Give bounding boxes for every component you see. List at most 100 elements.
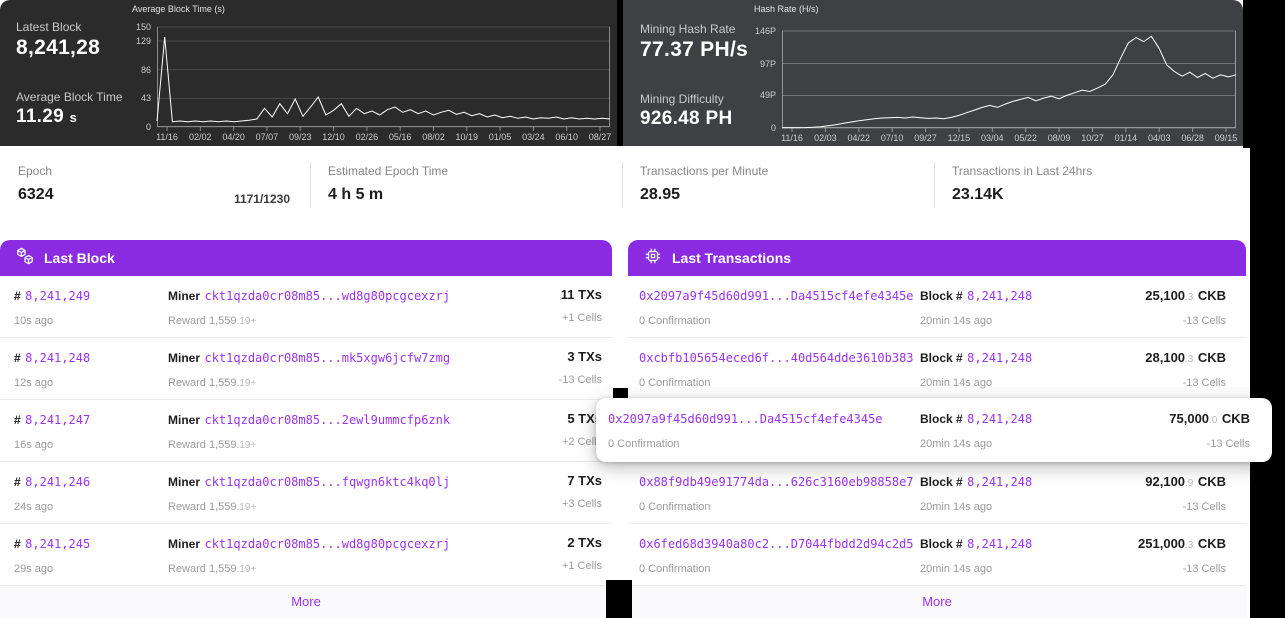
stat-epoch: Epoch 6324 1171/1230 bbox=[0, 148, 310, 222]
chart-plot-area[interactable] bbox=[782, 30, 1237, 132]
reward-decimal: .19+ bbox=[236, 564, 257, 575]
last-block-list: # 8,241,249 10s ago Miner ckt1qzda0cr08m… bbox=[0, 276, 612, 586]
stat-value: 6324 bbox=[18, 186, 54, 203]
block-number-link[interactable]: 8,241,248 bbox=[25, 351, 91, 365]
avg-block-time-chart[interactable]: Average Block Time (s) 150 129 86 43 0 11/16 0… bbox=[130, 4, 617, 146]
difficulty-label: Mining Difficulty bbox=[640, 92, 724, 106]
transaction-age: 20min 14s ago bbox=[920, 563, 993, 575]
block-row: # 8,241,246 24s ago Miner ckt1qzda0cr08m… bbox=[0, 462, 612, 524]
reward-label: Reward bbox=[168, 563, 206, 575]
amount-unit: CKB bbox=[1197, 350, 1226, 365]
block-number-link[interactable]: 8,241,247 bbox=[25, 413, 91, 427]
block-number-link[interactable]: 8,241,245 bbox=[25, 537, 91, 551]
stat-label: Epoch bbox=[18, 164, 53, 178]
transaction-hash-link[interactable]: 0x6fed68d3940a80c2...D7044fbdd2d94c2d5 bbox=[639, 537, 914, 551]
miner-label: Miner bbox=[168, 351, 201, 365]
transaction-age: 20min 14s ago bbox=[920, 501, 993, 513]
block-row: # 8,241,247 16s ago Miner ckt1qzda0cr08m… bbox=[0, 400, 612, 462]
panel-title: Last Block bbox=[44, 250, 115, 266]
new-transaction-card[interactable]: 0x2097a9f45d60d991...Da4515cf4efe4345e 0… bbox=[596, 398, 1272, 462]
latest-block-label: Latest Block bbox=[16, 20, 82, 34]
x-axis-tick: 04/03 bbox=[1147, 133, 1171, 143]
x-axis-tick: 07/10 bbox=[880, 133, 904, 143]
miner-address-link[interactable]: ckt1qzda0cr08m85...2ewl9ummcfp6znk bbox=[204, 413, 451, 427]
miner-address-link[interactable]: ckt1qzda0cr08m85...wd8g80pcgcexzrj bbox=[204, 537, 451, 551]
divider bbox=[310, 162, 311, 208]
x-axis-tick: 06/10 bbox=[555, 132, 578, 142]
y-axis-tick: 129 bbox=[135, 36, 151, 46]
miner-address-link[interactable]: ckt1qzda0cr08m85...fqwgn6ktc4kq0lj bbox=[204, 475, 451, 489]
reward-value: 1,559 bbox=[208, 315, 237, 327]
transaction-hash-link[interactable]: 0x88f9db49e91774da...626c3160eb98858e7 bbox=[639, 475, 914, 489]
transaction-age: 20min 14s ago bbox=[920, 315, 993, 327]
block-row: # 8,241,245 29s ago Miner ckt1qzda0cr08m… bbox=[0, 524, 612, 586]
stat-tx-per-minute: Transactions per Minute 28.95 bbox=[622, 148, 934, 222]
block-label: Block # bbox=[920, 351, 963, 365]
transaction-age: 20min 14s ago bbox=[920, 377, 993, 389]
x-axis-tick: 01/14 bbox=[1114, 133, 1138, 143]
reward-value: 1,559 bbox=[208, 377, 237, 389]
miner-label: Miner bbox=[168, 289, 201, 303]
amount-decimal: .3 bbox=[1185, 292, 1194, 303]
transaction-row: 0xcbfb105654eced6f...40d564dde3610b383 0… bbox=[628, 338, 1246, 400]
chart-title: Hash Rate (H/s) bbox=[754, 4, 819, 14]
block-number-link[interactable]: 8,241,248 bbox=[967, 412, 1033, 426]
x-axis-tick: 02/02 bbox=[189, 132, 212, 142]
x-axis-tick: 09/15 bbox=[1214, 133, 1238, 143]
stat-tx-24h: Transactions in Last 24hrs 23.14K bbox=[934, 148, 1250, 222]
block-stats-panel: Latest Block 8,241,28 Average Block Time… bbox=[0, 0, 617, 146]
chart-plot-area[interactable] bbox=[156, 26, 611, 131]
x-axis-tick: 06/28 bbox=[1181, 133, 1204, 143]
cells-delta: +3 Cells bbox=[561, 498, 602, 510]
y-axis-tick: 86 bbox=[140, 64, 151, 75]
hashrate-stats-panel: Mining Hash Rate 77.37 PH/s Mining Diffi… bbox=[623, 0, 1243, 146]
transaction-hash-link[interactable]: 0x2097a9f45d60d991...Da4515cf4efe4345e bbox=[608, 412, 883, 426]
block-number-link[interactable]: 8,241,248 bbox=[967, 351, 1033, 365]
transaction-hash-link[interactable]: 0xcbfb105654eced6f...40d564dde3610b383 bbox=[639, 351, 914, 365]
block-age: 29s ago bbox=[14, 563, 54, 575]
more-transactions-button[interactable]: More bbox=[922, 594, 952, 609]
block-number-link[interactable]: 8,241,249 bbox=[25, 289, 91, 303]
miner-label: Miner bbox=[168, 537, 201, 551]
block-label: Block # bbox=[920, 537, 963, 551]
amount-unit: CKB bbox=[1197, 288, 1226, 303]
last-block-panel: Last Block # 8,241,249 10s ago Miner ckt… bbox=[0, 240, 612, 618]
hash-rate-chart[interactable]: Hash Rate (H/s) 146P 97P 49P 0 11/16 02/03 04/… bbox=[752, 4, 1242, 146]
avg-block-time-value: 11.29 s bbox=[16, 106, 77, 128]
x-axis-tick: 05/22 bbox=[1014, 133, 1037, 143]
amount-decimal: .9 bbox=[1185, 478, 1194, 489]
last-transactions-footer: More bbox=[628, 586, 1246, 618]
amount-decimal: .3 bbox=[1185, 354, 1194, 365]
amount-value: 75,000 bbox=[1169, 411, 1210, 426]
reward-value: 1,559 bbox=[208, 501, 237, 513]
block-number-link[interactable]: 8,241,248 bbox=[967, 475, 1033, 489]
stat-value: 28.95 bbox=[640, 186, 681, 203]
x-axis-tick: 10/27 bbox=[1081, 133, 1104, 143]
miner-address-link[interactable]: ckt1qzda0cr08m85...mk5xgw6jcfw7zmg bbox=[204, 351, 451, 365]
miner-address-link[interactable]: ckt1qzda0cr08m85...wd8g80pcgcexzrj bbox=[204, 289, 451, 303]
more-blocks-button[interactable]: More bbox=[291, 594, 321, 609]
difficulty-value: 926.48 PH bbox=[640, 108, 733, 129]
stat-label: Estimated Epoch Time bbox=[328, 164, 449, 178]
reward-label: Reward bbox=[168, 377, 206, 389]
amount-decimal: .0 bbox=[1209, 415, 1218, 426]
block-number-link[interactable]: 8,241,246 bbox=[25, 475, 91, 489]
transaction-row: 0x2097a9f45d60d991...Da4515cf4efe4345e 0… bbox=[628, 276, 1246, 338]
latest-block-value: 8,241,28 bbox=[16, 36, 101, 59]
block-age: 16s ago bbox=[14, 439, 54, 451]
cells-delta: -13 Cells bbox=[1182, 563, 1226, 575]
x-axis-tick: 02/03 bbox=[814, 133, 837, 143]
x-axis-tick: 04/22 bbox=[847, 133, 871, 143]
block-age: 24s ago bbox=[14, 501, 54, 513]
x-axis-tick: 08/27 bbox=[588, 132, 612, 142]
amount-unit: CKB bbox=[1197, 474, 1226, 489]
block-number-link[interactable]: 8,241,248 bbox=[967, 537, 1033, 551]
y-axis-tick: 150 bbox=[135, 22, 151, 32]
x-axis-tick: 09/27 bbox=[914, 133, 937, 143]
x-axis-tick: 08/02 bbox=[422, 132, 445, 142]
transaction-hash-link[interactable]: 0x2097a9f45d60d991...Da4515cf4efe4345e bbox=[639, 289, 914, 303]
block-number-link[interactable]: 8,241,248 bbox=[967, 289, 1033, 303]
stat-value: 4 h 5 m bbox=[328, 186, 384, 203]
amount-value: 251,000 bbox=[1138, 536, 1186, 551]
confirmation-count: 0 Confirmation bbox=[639, 501, 711, 513]
